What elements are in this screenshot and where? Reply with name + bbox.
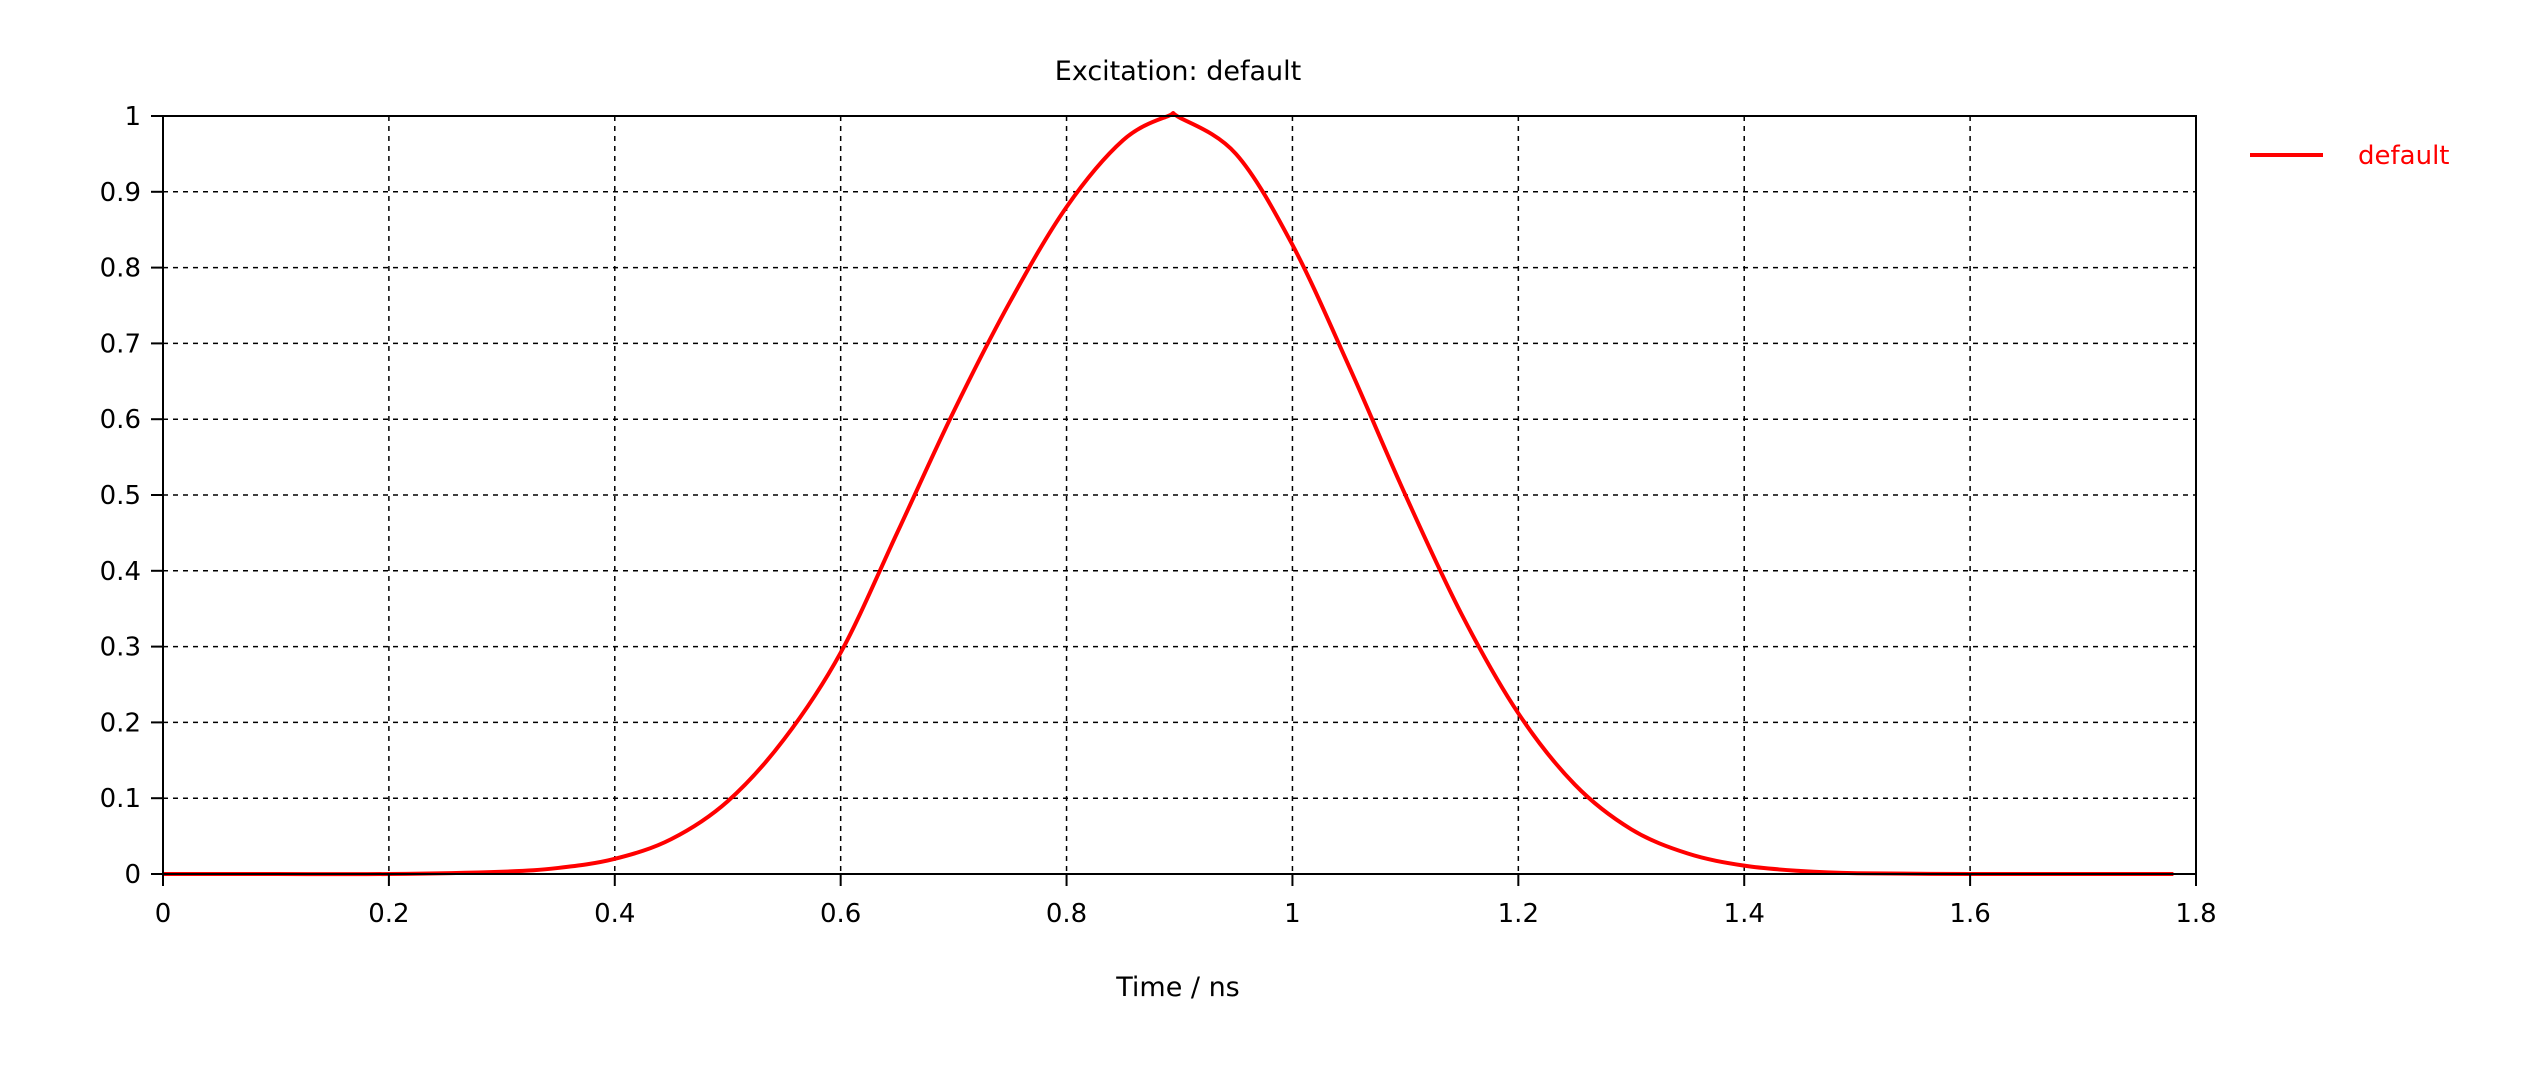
grid-lines: [163, 116, 2196, 874]
series-line-default: [163, 110, 2174, 877]
x-axis-label: Time / ns: [1115, 972, 1240, 1003]
series-layer: [163, 110, 2174, 877]
y-tick-label: 0.3: [100, 633, 141, 663]
legend[interactable]: default: [2250, 141, 2449, 171]
y-tick-label: 1: [124, 102, 141, 132]
y-tick-label: 0.9: [100, 178, 141, 208]
x-tick-label: 0: [155, 899, 172, 929]
x-axis-ticks: 0 0.2 0.4 0.6 0.8 1 1.2 1.4 1.6 1.8: [155, 874, 2217, 929]
y-tick-label: 0.5: [100, 481, 141, 511]
x-tick-label: 0.4: [594, 899, 635, 929]
x-tick-label: 1.8: [2175, 899, 2216, 929]
y-tick-label: 0: [124, 860, 141, 890]
x-tick-label: 1.6: [1949, 899, 1990, 929]
x-tick-label: 0.6: [820, 899, 861, 929]
x-tick-label: 0.2: [368, 899, 409, 929]
x-tick-label: 0.8: [1046, 899, 1087, 929]
y-tick-label: 0.6: [100, 405, 141, 435]
y-tick-label: 0.8: [100, 254, 141, 284]
y-tick-label: 0.1: [100, 784, 141, 814]
x-tick-label: 1.2: [1498, 899, 1539, 929]
y-tick-label: 0.2: [100, 708, 141, 738]
legend-entry-default: default: [2358, 141, 2449, 171]
x-tick-label: 1: [1284, 899, 1301, 929]
y-tick-label: 0.4: [100, 557, 141, 587]
chart-title: Excitation: default: [1055, 56, 1301, 87]
y-tick-label: 0.7: [100, 329, 141, 359]
y-axis-ticks: 0 0.1 0.2 0.3 0.4 0.5 0.6 0.7 0.8 0.9 1: [100, 102, 163, 890]
x-tick-label: 1.4: [1724, 899, 1765, 929]
